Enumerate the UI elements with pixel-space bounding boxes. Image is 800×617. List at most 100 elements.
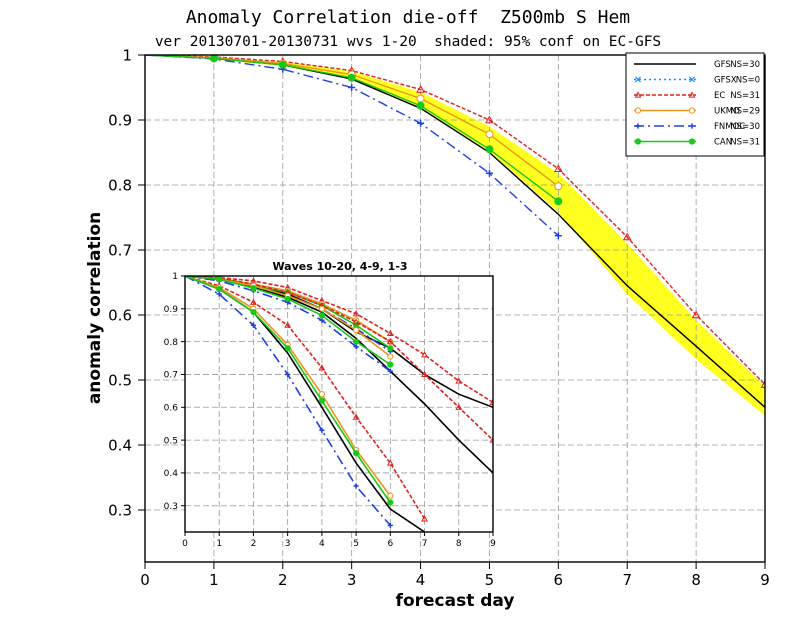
inset-series-fnmoc-waves-4-9-point <box>387 368 393 374</box>
inset-series-fnmoc-waves-10-20-point <box>319 427 325 433</box>
main-series-fnmoc-point <box>554 232 562 240</box>
inset-title: Waves 10-20, 4-9, 1-3 <box>272 260 407 273</box>
inset-series-can-waves-10-20-point <box>216 286 223 293</box>
inset-y-tick-label: 0.8 <box>164 338 179 348</box>
inset-x-tick-label: 4 <box>319 539 325 549</box>
inset-y-tick-label: 0.9 <box>164 305 179 315</box>
legend-label-gfs: GFS <box>714 60 731 70</box>
inset-series-ukmo-waves-4-9-point <box>318 305 325 312</box>
legend-marker-can <box>634 138 642 145</box>
inset-y-tick-label: 0.5 <box>164 436 178 446</box>
inset-background <box>185 276 493 532</box>
main-x-tick-label: 8 <box>691 571 701 589</box>
inset-x-tick-label: 2 <box>251 539 257 549</box>
inset-series-ec-waves-1-3-point <box>352 310 360 317</box>
inset-series-ec-waves-10-20-point <box>386 459 394 466</box>
legend-marker-ec <box>688 91 696 98</box>
main-y-tick-label: 0.9 <box>108 111 132 129</box>
inset-series-ec-waves-10-20-point <box>249 298 257 305</box>
main-y-tick-label: 1 <box>122 46 132 64</box>
inset-series-fnmoc-waves-4-9-point <box>353 343 359 350</box>
inset-y-tick-label: 0.3 <box>164 502 178 512</box>
main-series-can-point <box>347 73 356 82</box>
legend-label-ec: EC <box>714 91 725 101</box>
inset-series-ec-waves-10-20-point <box>284 321 292 328</box>
legend-marker-ec <box>634 91 642 98</box>
main-series-can-point <box>554 197 563 206</box>
legend-label-ukmo: UKMO <box>714 107 740 117</box>
legend-marker-can <box>688 138 696 145</box>
y-axis-label: anomaly correlation <box>85 212 105 404</box>
main-series-can-point <box>416 101 425 110</box>
main-series-ec-point <box>691 310 701 319</box>
inset-x-tick-label: 9 <box>490 539 496 549</box>
inset-frame <box>184 275 494 533</box>
inset-x-tick-label: 3 <box>285 539 291 549</box>
main-y-tick-label: 0.3 <box>108 501 132 519</box>
main-x-tick-label: 4 <box>416 571 426 589</box>
chart-title: Anomaly Correlation die-off Z500mb S Hem <box>186 7 630 28</box>
inset-series-ec-waves-4-9-point <box>421 370 429 378</box>
legend-count-can: NS=31 <box>730 138 760 148</box>
main-series-ukmo-point <box>554 182 563 191</box>
inset-series-ec-waves-4-9-point <box>455 403 463 410</box>
inset-x-tick-label: 5 <box>353 539 359 549</box>
main-series-ec-point <box>485 115 494 124</box>
legend-label-gfsx: GFSX <box>714 76 737 86</box>
main-frame <box>144 54 766 563</box>
main-series-ec-point <box>622 232 632 241</box>
main-series-can-point <box>209 55 218 63</box>
inset-series-can-waves-4-9-point <box>216 276 223 283</box>
inset-series-can-waves-10-20-point <box>284 345 291 352</box>
main-y-tick-label: 0.8 <box>108 176 132 194</box>
inset-series-can-waves-4-9-point <box>318 312 325 319</box>
legend-marker-ukmo <box>688 107 696 114</box>
main-series-can-point <box>485 145 494 154</box>
main-x-tick-label: 5 <box>485 571 495 589</box>
inset-series-ec-waves-1-3 <box>185 276 493 404</box>
inset-y-tick-label: 0.4 <box>164 469 179 479</box>
inset-series-can-waves-10-20-point <box>387 499 394 506</box>
legend-count-fnmoc: NS=30 <box>730 122 760 132</box>
chart-subtitle: ver 20130701-20130731 wvs 1-20 shaded: 9… <box>155 34 661 50</box>
inset-x-tick-label: 1 <box>216 539 222 549</box>
inset-series-can-waves-4-9-point <box>353 338 360 345</box>
main-y-tick-label: 0.5 <box>108 371 132 389</box>
inset-series-ec-waves-4-9-point <box>386 338 394 345</box>
legend-count-ukmo: NS=29 <box>730 107 760 117</box>
main-x-tick-label: 0 <box>140 571 150 589</box>
inset-series-fnmoc-waves-4-9-point <box>319 317 325 323</box>
inset-series-can-waves-10-20-point <box>318 397 325 404</box>
inset-series-ec-waves-4-9-point <box>352 318 360 325</box>
main-series-ukmo-point <box>485 130 494 139</box>
main-x-tick-label: 2 <box>278 571 288 589</box>
inset-series-ec-waves-1-3-point <box>386 329 394 337</box>
inset-series-fnmoc-waves-10-20-point <box>387 522 393 529</box>
legend-marker-gfsx <box>634 76 642 83</box>
main-x-tick-label: 1 <box>209 571 219 589</box>
inset-x-tick-label: 8 <box>456 539 462 549</box>
main-series-ec <box>145 55 765 385</box>
inset-x-tick-label: 0 <box>182 539 188 549</box>
inset-series-ec-waves-10-20 <box>185 276 426 520</box>
x-axis-label: forecast day <box>396 591 515 611</box>
inset-series-can-waves-4-9-point <box>250 285 257 292</box>
legend-label-can: CAN <box>714 138 732 148</box>
inset-series-can-waves-4-9-point <box>284 295 291 303</box>
inset-x-tick-label: 7 <box>422 539 428 549</box>
inset-series-ec-waves-10-20-point <box>352 413 360 420</box>
inset-series-ec-waves-1-3-point <box>489 398 493 405</box>
legend-marker-gfsx <box>688 76 696 83</box>
main-series-fnmoc-point <box>348 84 356 91</box>
main-series-can-point <box>278 60 287 69</box>
main-series-ec-point <box>760 380 765 388</box>
inset-series-can-waves-4-9-point <box>387 361 394 368</box>
main-x-tick-label: 6 <box>554 571 564 589</box>
legend-count-ec: NS=31 <box>730 91 760 101</box>
inset-series-ec-waves-10-20-point <box>421 515 429 522</box>
inset-series-ukmo-waves-4-9-point <box>387 353 394 360</box>
legend-marker-fnmoc <box>689 123 695 129</box>
legend-count-gfs: NS=30 <box>730 60 760 70</box>
